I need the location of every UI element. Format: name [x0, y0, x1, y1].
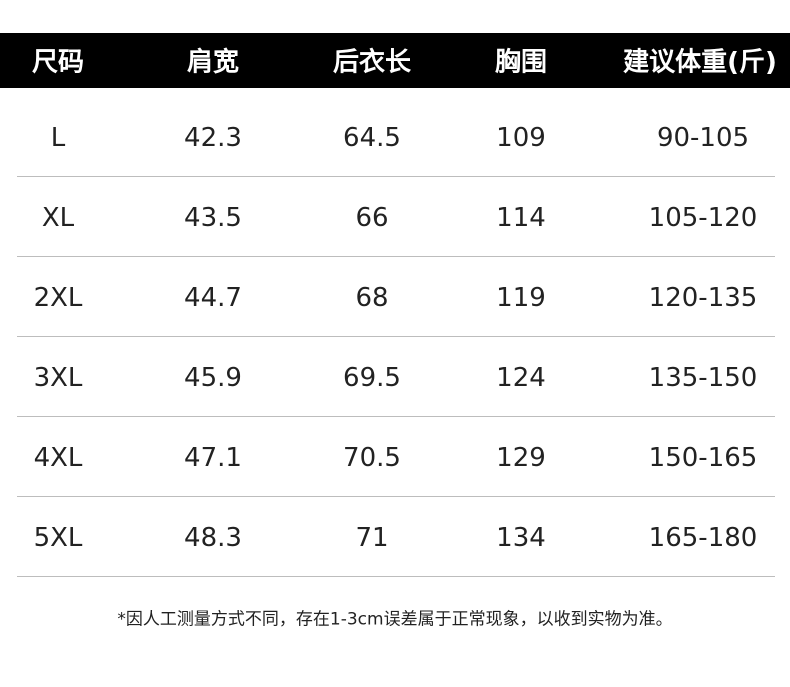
- row-separator: [17, 256, 775, 257]
- table-cell: 5XL: [33, 523, 83, 553]
- row-separator: [17, 176, 775, 177]
- table-cell: XL: [41, 203, 75, 233]
- table-cell: 70.5: [343, 443, 401, 473]
- table-cell: 2XL: [33, 283, 83, 313]
- table-cell: 42.3: [184, 123, 242, 153]
- table-cell: 69.5: [343, 363, 401, 393]
- table-cell: 165-180: [648, 523, 758, 553]
- header-bar: [0, 33, 790, 88]
- header-cell: 后衣长: [332, 47, 412, 78]
- table-cell: L: [50, 123, 66, 153]
- table-cell: 124: [496, 363, 546, 393]
- table-cell: 109: [496, 123, 546, 153]
- table-cell: 129: [496, 443, 546, 473]
- row-separator: [17, 416, 775, 417]
- row-separator: [17, 336, 775, 337]
- row-separator: [17, 576, 775, 577]
- table-cell: 114: [496, 203, 546, 233]
- table-cell: 4XL: [33, 443, 83, 473]
- table-cell: 47.1: [184, 443, 242, 473]
- table-cell: 43.5: [184, 203, 242, 233]
- table-cell: 68: [355, 283, 389, 313]
- header-cell: 肩宽: [186, 47, 240, 78]
- header-cell: 胸围: [494, 47, 548, 78]
- table-cell: 66: [355, 203, 389, 233]
- table-cell: 48.3: [184, 523, 242, 553]
- table-cell: 45.9: [184, 363, 242, 393]
- table-cell: 119: [496, 283, 546, 313]
- table-cell: 120-135: [648, 283, 758, 313]
- table-cell: 3XL: [33, 363, 83, 393]
- table-cell: 150-165: [648, 443, 758, 473]
- footnote: *因人工测量方式不同，存在1-3cm误差属于正常现象，以收到实物为准。: [117, 609, 673, 630]
- table-cell: 90-105: [656, 123, 750, 153]
- header-cell: 建议体重(斤): [623, 47, 777, 78]
- table-cell: 105-120: [648, 203, 758, 233]
- row-separator: [17, 496, 775, 497]
- header-cell: 尺码: [31, 47, 85, 78]
- table-cell: 71: [355, 523, 389, 553]
- table-cell: 135-150: [648, 363, 758, 393]
- table-cell: 44.7: [184, 283, 242, 313]
- table-cell: 64.5: [343, 123, 401, 153]
- table-cell: 134: [496, 523, 546, 553]
